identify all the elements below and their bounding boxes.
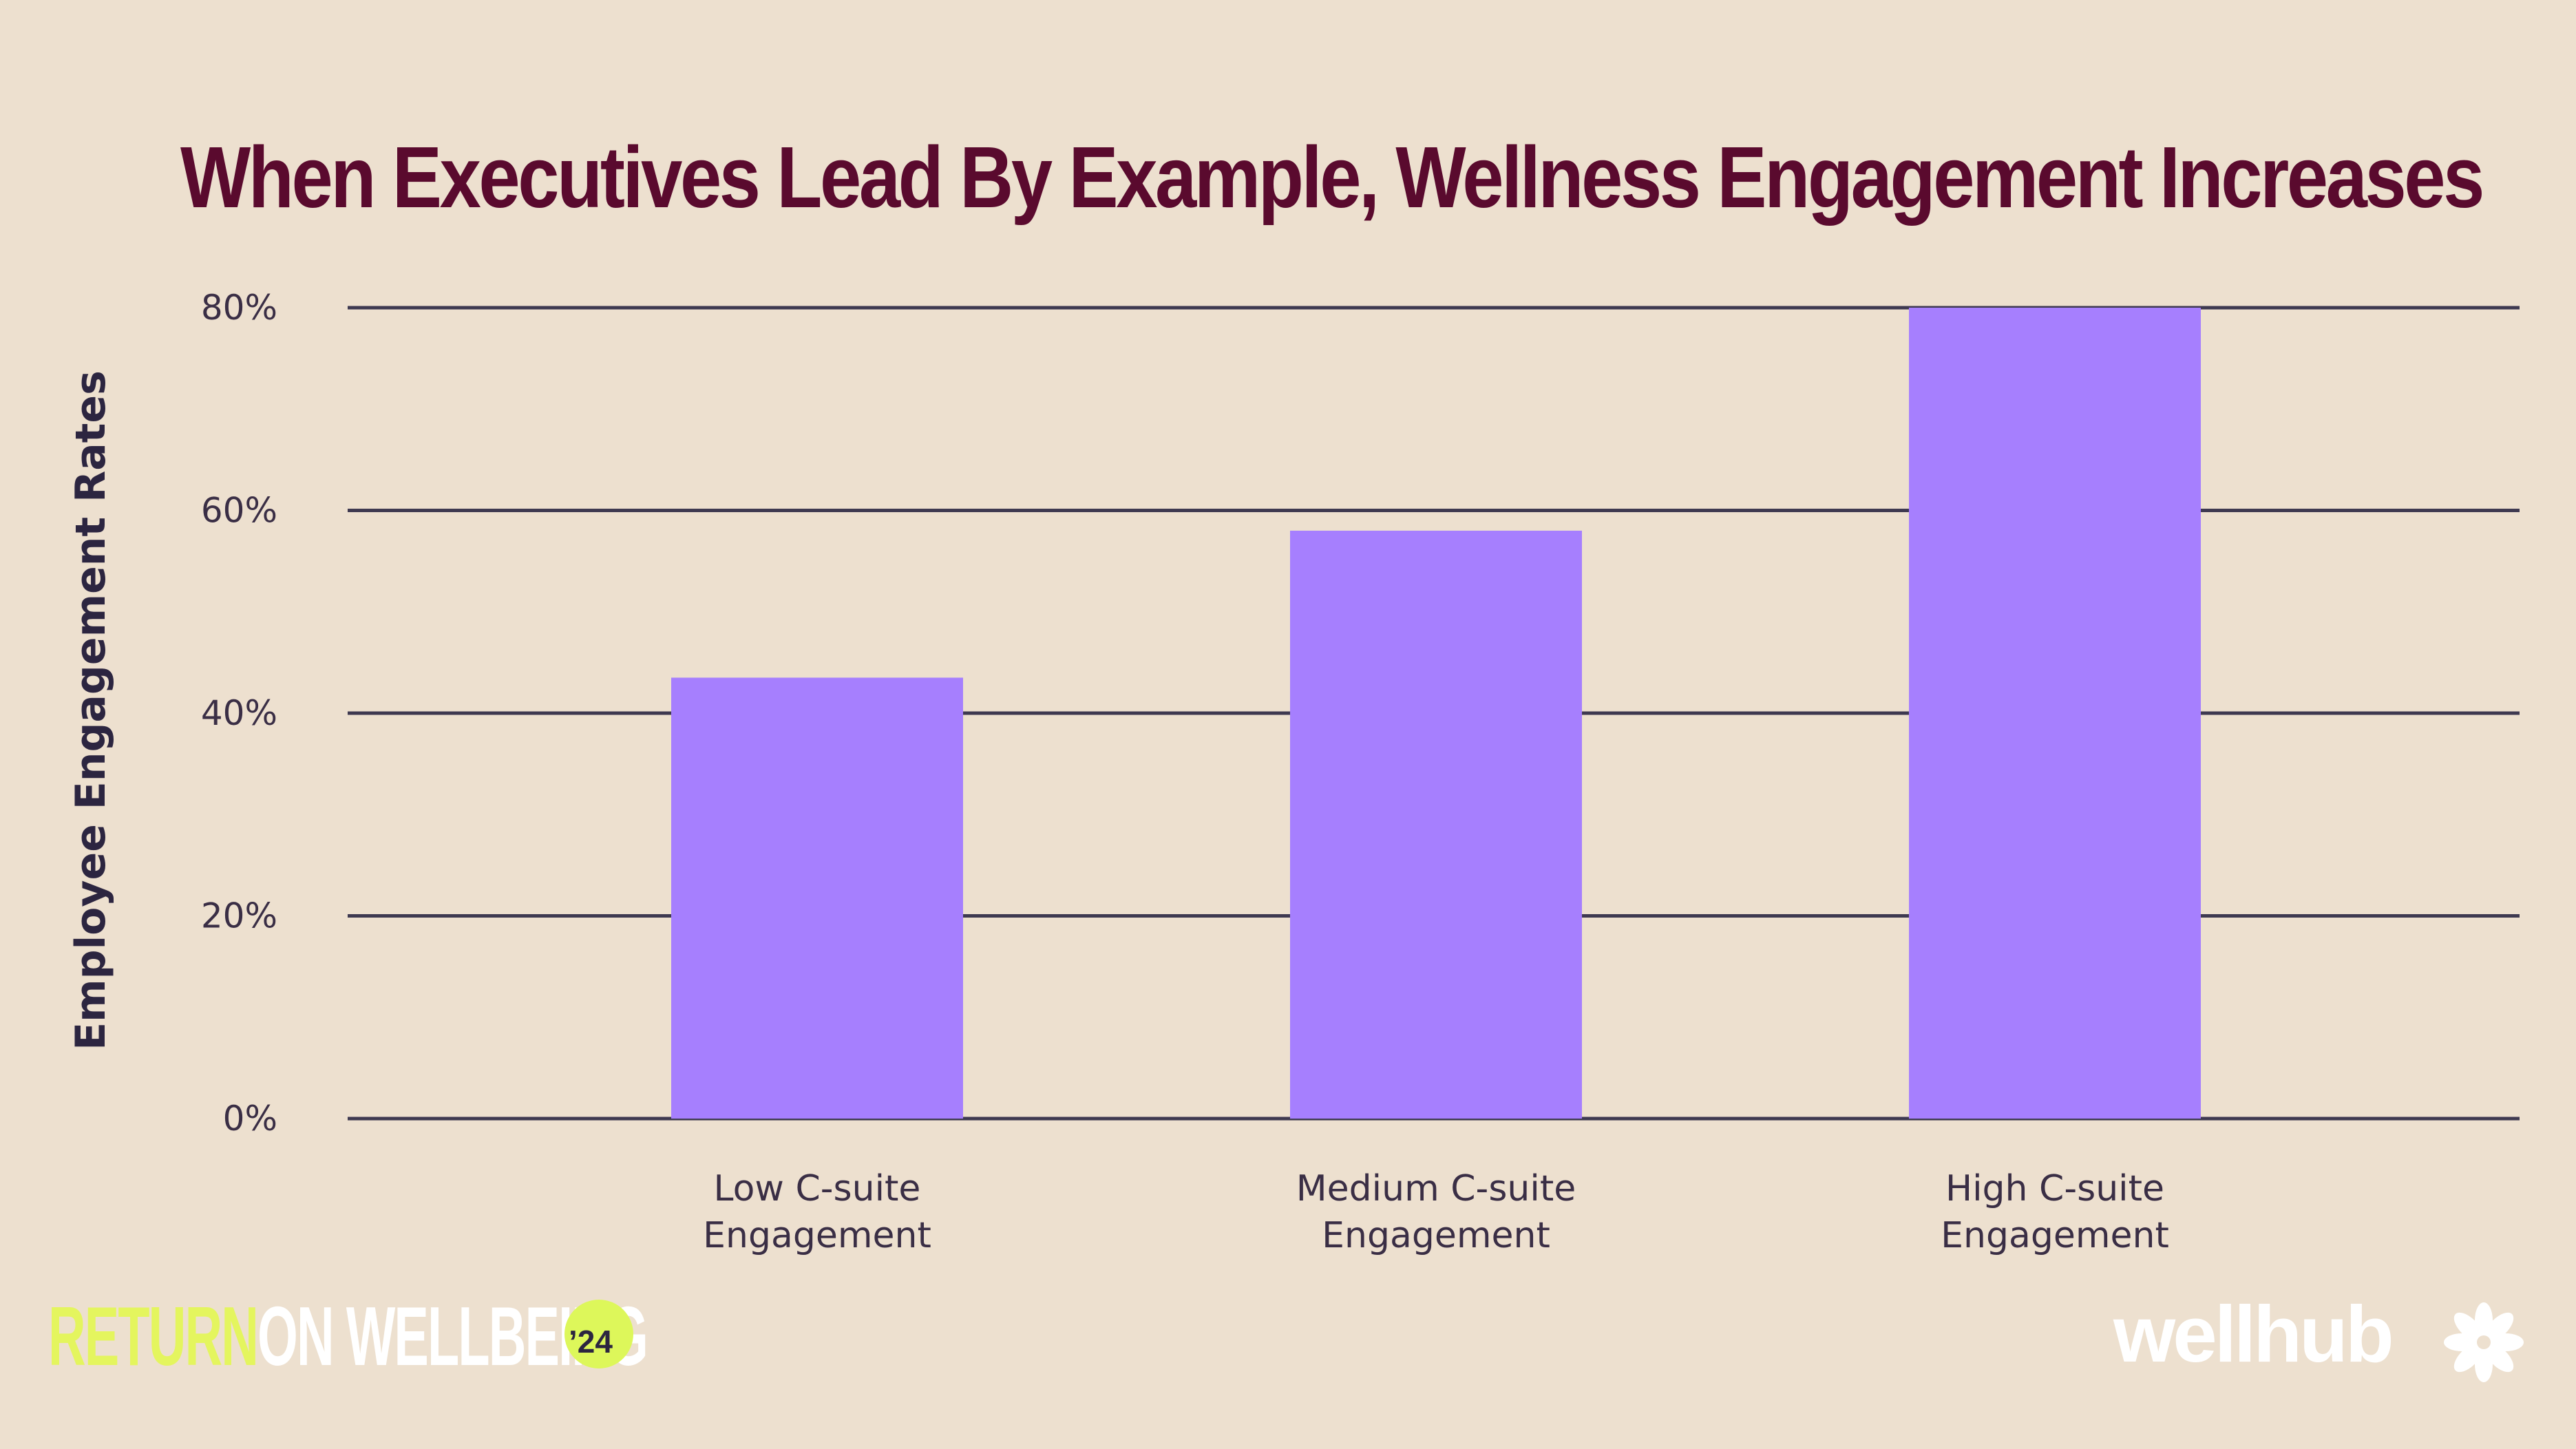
logo-word-return: RETURN (48, 1289, 259, 1383)
year-badge-text: ’24 (569, 1324, 613, 1360)
y-tick-label: 0% (223, 1099, 277, 1139)
bar (1909, 308, 2201, 1119)
y-tick-label: 20% (201, 896, 277, 936)
y-tick-label: 40% (201, 693, 277, 733)
bar (1290, 530, 1582, 1119)
category-label: Low C-suite (714, 1168, 921, 1209)
y-tick-labels: 0% 20% 40% 60% 80% (201, 288, 277, 1139)
y-axis-label: Employee Engagement Rates (67, 370, 115, 1050)
category-labels: Low C-suite Engagement Medium C-suite Engag… (703, 1168, 2169, 1256)
y-tick-label: 80% (201, 288, 277, 328)
flower-icon (2444, 1302, 2524, 1382)
year-badge (564, 1300, 633, 1368)
y-tick-label: 60% (201, 491, 277, 531)
category-label: High C-suite (1945, 1168, 2164, 1209)
category-label: Engagement (1941, 1215, 2169, 1256)
category-label: Medium C-suite (1296, 1168, 1576, 1209)
bar (671, 677, 963, 1119)
return-on-wellbeing-logo: RETURNON WELLBEING (48, 1294, 648, 1378)
bars (671, 308, 2201, 1119)
wellhub-logo: wellhub (2113, 1289, 2394, 1379)
chart-title: When Executives Lead By Example, Wellnes… (180, 129, 2484, 226)
category-label: Engagement (703, 1215, 931, 1256)
category-label: Engagement (1322, 1215, 1550, 1256)
bar-chart: 0% 20% 40% 60% 80% Low C-suite Engagement Medi… (67, 288, 2520, 1256)
